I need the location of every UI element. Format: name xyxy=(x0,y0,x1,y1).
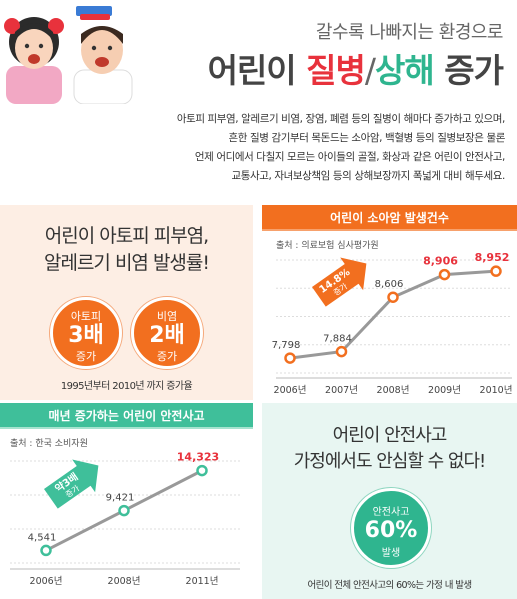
atopy-bubble: 아토피 3배 증가 xyxy=(50,297,122,369)
intro-line: 언제 어디에서 다칠지 모르는 아이들의 골절, 화상과 같은 어린이 안전사고… xyxy=(194,151,506,163)
intro-line: 흔한 질병 감기부터 목돈드는 소아암, 백혈병 등의 질병보장은 물론 xyxy=(228,132,506,144)
cancer-chart-source: 출처 : 의료보험 심사평가원 xyxy=(276,241,379,251)
bubble-value: 2배 xyxy=(149,323,185,348)
data-point xyxy=(490,265,502,277)
header-subtitle: 갈수록 나빠지는 환경으로 xyxy=(315,22,504,43)
arrow-shape xyxy=(312,257,367,307)
x-tick-label: 2006년 xyxy=(274,385,307,396)
x-tick-label: 2010년 xyxy=(480,385,513,396)
bubble-suffix: 증가 xyxy=(75,350,97,363)
atopy-title-line: 알레르기 비염 발생률! xyxy=(43,252,210,274)
arrow-shape xyxy=(44,459,99,509)
home-bubble-value: 60% xyxy=(364,518,418,543)
data-label: 9,421 xyxy=(106,493,135,504)
data-label: 4,541 xyxy=(28,532,57,543)
cancer-chart-title: 어린이 소아암 발생건수 xyxy=(262,205,517,231)
data-point xyxy=(196,464,208,477)
home-note: 어린이 전체 안전사고의 60%는 가정 내 발생 xyxy=(307,580,472,591)
data-point xyxy=(438,268,451,281)
cancer-chart-panel: 어린이 소아암 발생건수 출처 : 의료보험 심사평가원 7,798 2006년 7… xyxy=(262,205,517,400)
title-injury: 상해 xyxy=(375,51,435,90)
home-bubble: 안전사고 60% 발생 xyxy=(351,488,431,568)
bubble-label: 아토피 xyxy=(70,310,102,323)
data-point xyxy=(118,504,130,517)
data-label: 14,323 xyxy=(177,451,219,464)
x-tick-label: 2011년 xyxy=(186,576,219,587)
bubble-label: 비염 xyxy=(156,310,178,323)
bubble-value: 3배 xyxy=(68,323,104,348)
data-label: 7,798 xyxy=(272,340,301,351)
header-banner: 갈수록 나빠지는 환경으로 어린이 질병/상해 증가 xyxy=(0,0,517,108)
bubble-suffix: 증가 xyxy=(156,350,178,363)
title-slash: / xyxy=(364,51,376,90)
atopy-note: 1995년부터 2010년 까지 증가율 xyxy=(60,381,193,392)
home-title-line: 어린이 안전사고 xyxy=(332,425,448,446)
accident-chart-panel: 매년 증가하는 어린이 안전사고 출처 : 한국 소비자원 4,541 2006년… xyxy=(0,403,253,599)
intro-line: 교통사고, 자녀보상책임 등의 상해보장까지 폭넓게 대비 해두세요. xyxy=(231,170,505,182)
atopy-title: 어린이 아토피 피부염, 알레르기 비염 발생률! xyxy=(0,223,253,277)
home-bubble-sub: 발생 xyxy=(381,548,401,559)
x-tick-label: 2008년 xyxy=(108,576,141,587)
intro-line: 아토피 피부염, 알레르기 비염, 장염, 폐렴 등의 질병이 해마다 증가하고… xyxy=(176,113,506,125)
data-point xyxy=(335,345,348,358)
accident-chart-title: 매년 증가하는 어린이 안전사고 xyxy=(0,403,253,429)
x-tick-label: 2006년 xyxy=(30,576,63,587)
data-point xyxy=(40,544,52,557)
home-title-line: 가정에서도 안심할 수 없다! xyxy=(293,451,487,472)
home-accident-panel: 어린이 안전사고 가정에서도 안심할 수 없다! 안전사고 60% 발생 어린이… xyxy=(262,403,517,599)
data-label: 8,952 xyxy=(475,251,510,264)
children-illustration xyxy=(4,6,133,104)
header-title: 어린이 질병/상해 증가 xyxy=(207,44,504,92)
growth-arrow: 14.8%증가 xyxy=(312,257,367,307)
title-prefix: 어린이 xyxy=(207,51,297,90)
data-point xyxy=(387,291,399,303)
accident-chart-source: 출처 : 한국 소비자원 xyxy=(10,439,88,449)
data-label: 8,606 xyxy=(375,279,404,290)
x-tick-label: 2008년 xyxy=(377,385,410,396)
x-tick-label: 2009년 xyxy=(428,385,461,396)
data-point xyxy=(284,352,296,364)
x-tick-label: 2007년 xyxy=(325,385,358,396)
rhinitis-bubble: 비염 2배 증가 xyxy=(131,297,203,369)
cancer-chart: 7,798 2006년 7,884 2007년 8,606 2008년 8,906 2009년… xyxy=(272,251,513,396)
data-label: 7,884 xyxy=(323,334,352,345)
data-label: 8,906 xyxy=(423,255,458,268)
title-disease: 질병 xyxy=(306,51,366,90)
atopy-panel: 어린이 아토피 피부염, 알레르기 비염 발생률! 아토피 3배 증가 비염 2… xyxy=(0,205,253,400)
intro-text: 아토피 피부염, 알레르기 비염, 장염, 폐렴 등의 질병이 해마다 증가하고… xyxy=(85,110,506,186)
home-title: 어린이 안전사고 가정에서도 안심할 수 없다! xyxy=(262,423,517,475)
title-suffix: 증가 xyxy=(444,51,504,90)
home-bubble-label: 안전사고 xyxy=(372,507,410,518)
atopy-title-line: 어린이 아토피 피부염, xyxy=(44,225,209,247)
